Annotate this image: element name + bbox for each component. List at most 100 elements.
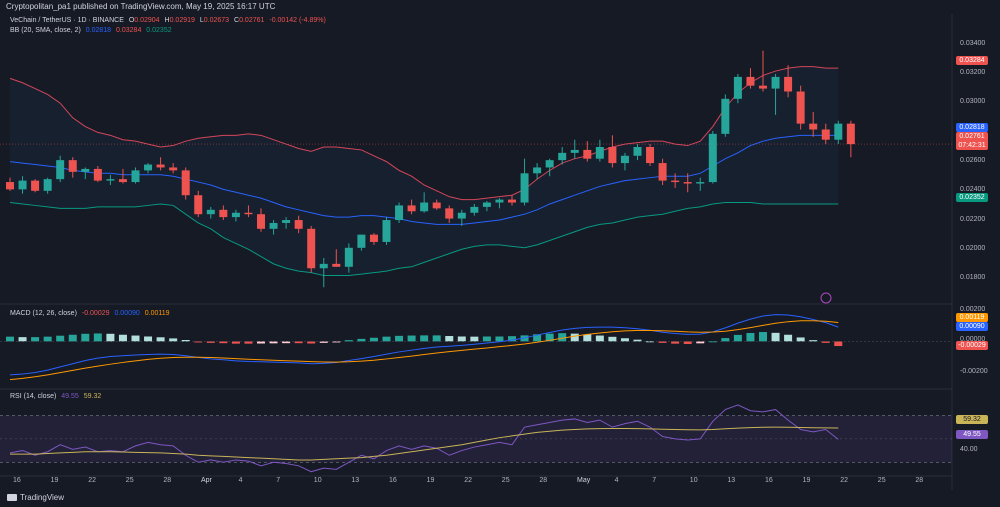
macd-histogram-bar [633, 339, 642, 342]
candle-body [708, 133, 717, 183]
macd-signal-value: 0.00119 [144, 310, 170, 317]
symbol-name[interactable]: VeChain / TetherUS · 1D · BINANCE [10, 17, 124, 24]
time-tick: 13 [351, 477, 360, 484]
candle-body [181, 170, 190, 196]
macd-histogram-bar [332, 341, 341, 343]
candle-body [369, 234, 378, 242]
macd-histogram-bar [81, 333, 90, 342]
macd-histogram-bar [570, 333, 579, 342]
candle-body [432, 202, 441, 209]
bb-legend: BB (20, SMA, close, 2) 0.02818 0.03284 0… [10, 27, 175, 34]
macd-histogram-bar [759, 332, 767, 342]
time-tick: 28 [915, 477, 924, 484]
candle-body [257, 214, 265, 229]
macd-line-value: 0.00090 [114, 310, 140, 317]
macd-histogram-bar [784, 334, 793, 342]
publish-header: Cryptopolitan_pa1 published on TradingVi… [6, 2, 276, 11]
macd-histogram-bar [231, 341, 240, 344]
candle-body [595, 147, 604, 159]
low-value: 0.02673 [203, 17, 230, 24]
macd-histogram-bar [809, 340, 818, 342]
candle-body [407, 205, 416, 212]
macd-histogram-bar [257, 341, 265, 344]
candle-body [796, 91, 805, 124]
rsi-label: 49.55 [956, 430, 988, 439]
bb-title[interactable]: BB (20, SMA, close, 2) [10, 27, 81, 34]
tradingview-brand[interactable]: TradingView [7, 493, 64, 502]
macd-histogram-bar [470, 336, 479, 342]
macd-histogram-bar [671, 341, 680, 344]
candle-body [658, 163, 667, 181]
macd-histogram-bar [445, 336, 454, 342]
bb-upper-line [9, 66, 839, 201]
time-tick: 13 [727, 477, 736, 484]
candle-body [633, 147, 642, 156]
bb-lower-line [9, 202, 839, 277]
candle-body [545, 160, 554, 168]
macd-tick: 0.00000 [960, 336, 986, 343]
candle-body [809, 123, 818, 130]
macd-histogram-bar [382, 336, 391, 342]
time-tick: 7 [276, 477, 281, 484]
lower-band-label: 0.02352 [956, 193, 988, 202]
candle-body [118, 179, 127, 183]
macd-histogram-bar [181, 339, 190, 342]
macd-histogram-bar [219, 341, 228, 344]
rsi-title[interactable]: RSI (14, close) [10, 393, 57, 400]
time-tick: 22 [88, 477, 96, 484]
candle-body [445, 208, 454, 219]
candle-body [583, 149, 592, 159]
candle-body [570, 149, 579, 153]
last-price-label: 0.02761 [956, 132, 988, 141]
bb-basis-value: 0.02818 [85, 27, 112, 34]
price-tick: 0.02200 [960, 216, 986, 223]
candle-body [683, 182, 692, 184]
macd-histogram-bar [31, 337, 40, 342]
macd-histogram-bar [307, 341, 316, 344]
time-tick: 25 [125, 477, 134, 484]
macd-histogram-bar [118, 334, 127, 342]
candle-body [194, 195, 203, 215]
candle-body [620, 155, 629, 164]
candle-body [784, 76, 793, 92]
macd-histogram-bar [169, 338, 178, 342]
macd-histogram-bar [156, 337, 165, 342]
time-tick: May [577, 477, 591, 484]
time-tick: 10 [313, 477, 322, 484]
price-tick: 0.02000 [960, 245, 986, 252]
macd-histogram-bar [206, 341, 215, 343]
bb-basis-line [9, 134, 839, 225]
candle-body [721, 98, 730, 134]
macd-histogram-bar [6, 336, 14, 342]
macd-histogram-bar [294, 341, 303, 344]
macd-histogram-bar [821, 341, 830, 343]
macd-legend: MACD (12, 26, close) -0.00029 0.00090 0.… [10, 310, 173, 317]
candle-body [846, 123, 855, 145]
macd-histogram-bar [43, 336, 52, 342]
rsi-value: 49.55 [61, 393, 79, 400]
candle-body [156, 164, 165, 168]
macd-histogram-bar [608, 336, 617, 342]
price-tick: 0.03400 [960, 40, 986, 47]
macd-histogram-bar [407, 335, 416, 342]
candle-body [746, 76, 755, 86]
candle-body [93, 168, 102, 181]
macd-title[interactable]: MACD (12, 26, close) [10, 310, 77, 317]
macd-histogram-bar [595, 335, 604, 342]
brand-name: TradingView [20, 493, 65, 502]
change-value: -0.00142 (-4.89%) [269, 17, 326, 24]
macd-histogram-bar [144, 336, 153, 342]
macd-hist-label: -0.00029 [956, 341, 988, 350]
candle-body [319, 263, 328, 269]
macd-histogram-bar [658, 341, 667, 343]
macd-histogram-bar [733, 334, 742, 342]
time-tick: 22 [840, 477, 848, 484]
candle-body [106, 179, 115, 181]
candle-body [282, 220, 291, 223]
candle-body [169, 167, 178, 171]
candle-body [420, 202, 429, 212]
macd-tick: -0.00200 [960, 368, 988, 375]
macd-line-label: 0.00090 [956, 322, 988, 331]
time-tick: 19 [50, 477, 59, 484]
